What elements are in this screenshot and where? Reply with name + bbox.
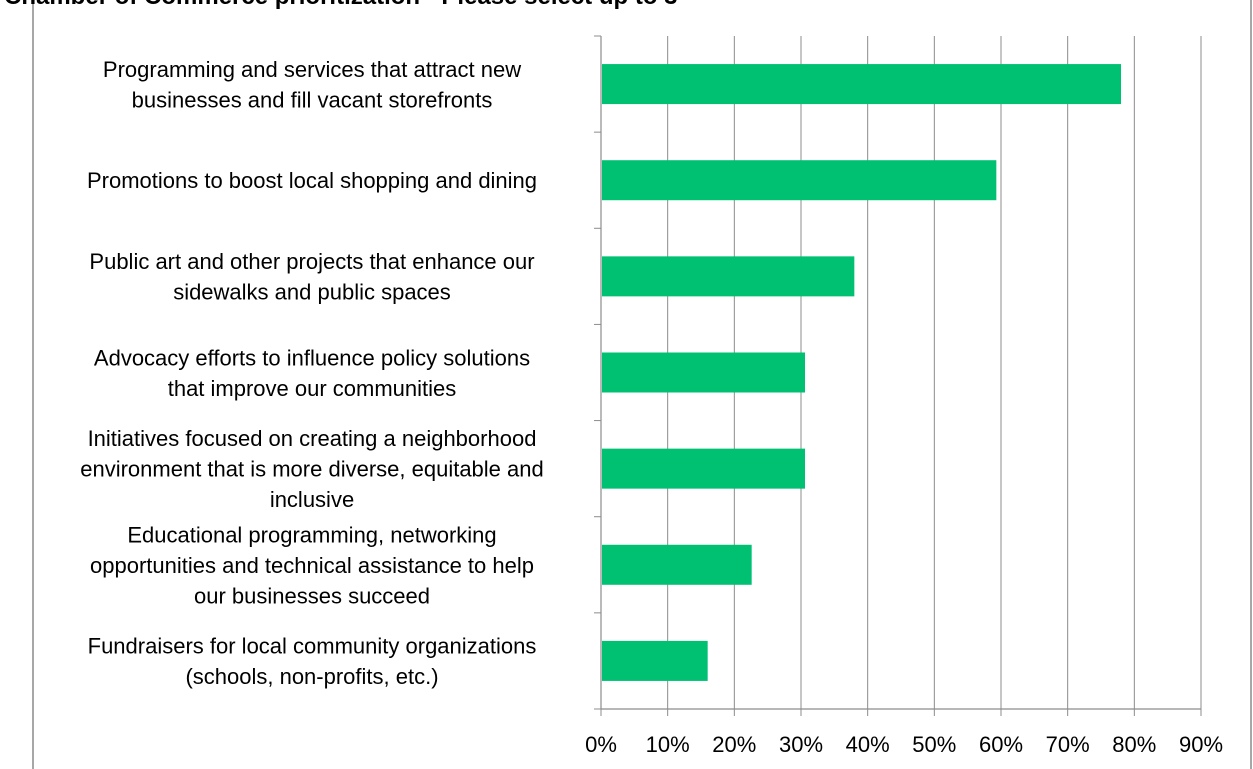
x-tick-label: 20% <box>712 732 756 757</box>
chart-title: Chamber of Commerce prioritization - Ple… <box>4 0 678 10</box>
category-label-line: Public art and other projects that enhan… <box>89 249 534 274</box>
category-label: Programming and services that attract ne… <box>103 57 521 113</box>
category-label-line: Promotions to boost local shopping and d… <box>87 168 537 193</box>
category-label-line: environment that is more diverse, equita… <box>80 457 543 482</box>
bar <box>602 160 997 201</box>
category-label-line: our businesses succeed <box>194 583 430 608</box>
bar <box>602 352 805 393</box>
category-label-line: Programming and services that attract ne… <box>103 57 521 82</box>
category-label-line: (schools, non-profits, etc.) <box>185 664 438 689</box>
category-label-line: businesses and fill vacant storefronts <box>132 87 493 112</box>
category-label: Fundraisers for local community organiza… <box>88 634 537 690</box>
bar <box>602 448 805 489</box>
category-label-line: that improve our communities <box>168 376 457 401</box>
x-tick-label: 10% <box>646 732 690 757</box>
category-label: Promotions to boost local shopping and d… <box>87 168 537 193</box>
category-label-line: Educational programming, networking <box>127 522 496 547</box>
x-tick-label: 60% <box>979 732 1023 757</box>
x-tick-label: 50% <box>912 732 956 757</box>
category-label-line: opportunities and technical assistance t… <box>90 553 534 578</box>
bar <box>602 64 1121 105</box>
x-tick-label: 40% <box>846 732 890 757</box>
bar <box>602 256 855 297</box>
bar <box>602 544 752 585</box>
bar <box>602 640 708 681</box>
x-tick-label: 90% <box>1179 732 1223 757</box>
category-label: Initiatives focused on creating a neighb… <box>80 426 543 512</box>
category-label: Educational programming, networking oppor… <box>90 522 534 608</box>
category-label: Public art and other projects that enhan… <box>89 249 534 305</box>
category-label-line: inclusive <box>270 487 354 512</box>
x-tick-labels: 0% 10% 20% 30% 40% 50% 60% 70% 80% 90% <box>585 732 1223 757</box>
category-label-line: Advocacy efforts to influence policy sol… <box>94 345 530 370</box>
x-tick-label: 0% <box>585 732 617 757</box>
bars <box>602 64 1121 681</box>
axes <box>594 35 1202 716</box>
x-tick-label: 80% <box>1112 732 1156 757</box>
category-label-line: Initiatives focused on creating a neighb… <box>88 426 537 451</box>
category-label-line: sidewalks and public spaces <box>173 280 451 305</box>
x-tick-label: 70% <box>1046 732 1090 757</box>
category-label: Advocacy efforts to influence policy sol… <box>94 345 530 401</box>
x-tick-label: 30% <box>779 732 823 757</box>
category-labels: Programming and services that attract ne… <box>80 57 543 689</box>
category-label-line: Fundraisers for local community organiza… <box>88 634 537 659</box>
